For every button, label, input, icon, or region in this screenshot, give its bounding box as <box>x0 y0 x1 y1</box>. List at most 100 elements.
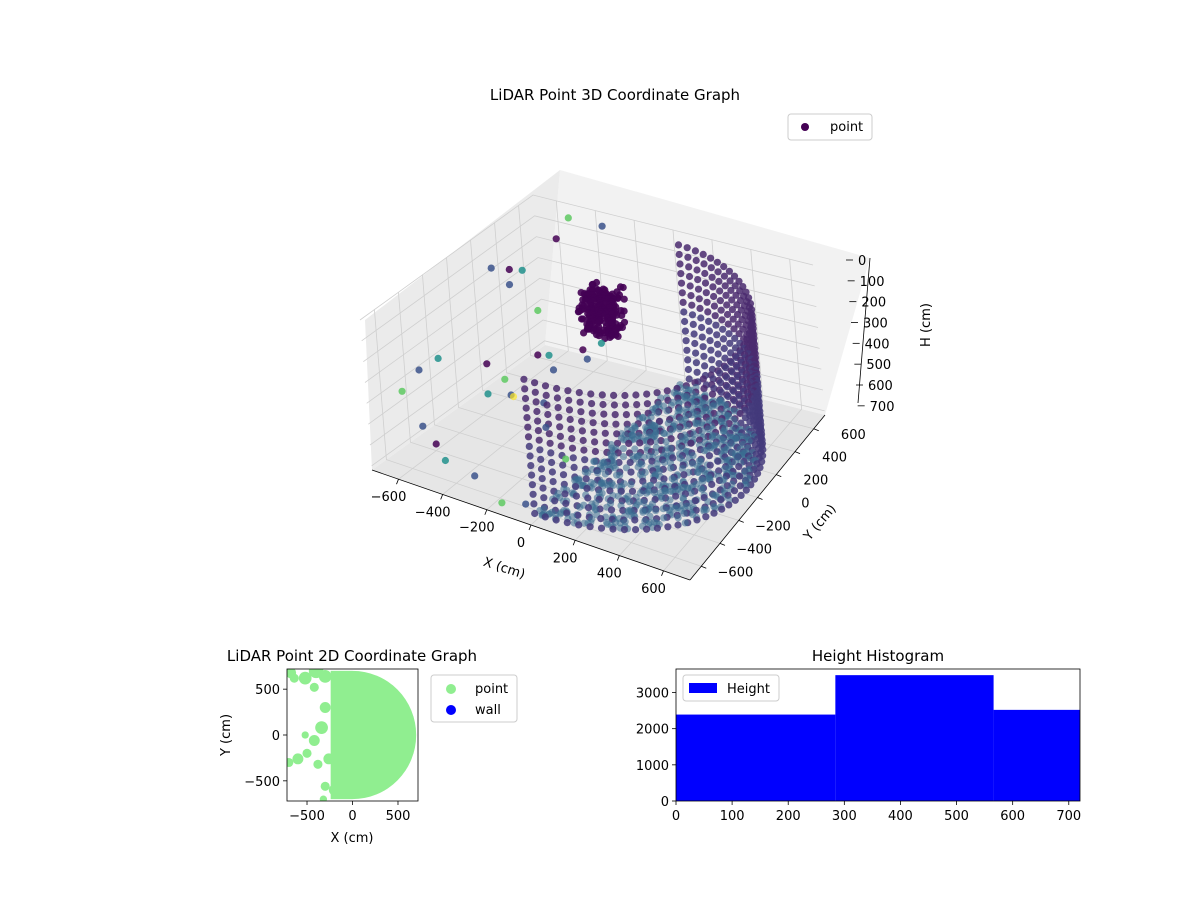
point-marker <box>611 411 619 419</box>
point-marker <box>726 277 734 285</box>
point-marker <box>505 265 513 274</box>
point-marker <box>434 354 442 362</box>
point-blob <box>323 753 335 765</box>
point-marker <box>662 438 670 446</box>
point-marker <box>539 484 547 492</box>
x-tick-label: −600 <box>371 490 407 505</box>
point-marker <box>563 509 571 517</box>
point-marker <box>692 349 700 357</box>
point-marker <box>607 506 616 514</box>
point-marker <box>715 467 723 475</box>
point-marker <box>708 390 717 398</box>
point-marker <box>532 398 540 406</box>
x-tick-label-histogram: 200 <box>776 809 801 824</box>
legend-2d-label-point: point <box>475 682 508 697</box>
point-marker <box>642 489 651 497</box>
x-tick-label-histogram: 700 <box>1056 809 1081 824</box>
point-marker <box>632 391 640 399</box>
legend-3d-box <box>787 113 873 141</box>
point-marker <box>536 446 544 454</box>
point-marker <box>719 325 727 333</box>
point-marker <box>742 486 750 494</box>
point-marker <box>545 351 553 359</box>
point-marker <box>576 398 584 406</box>
point-marker <box>675 425 683 433</box>
point-marker <box>707 254 715 262</box>
point-marker <box>636 439 644 447</box>
point-marker <box>685 263 693 271</box>
legend-histogram-swatch <box>689 683 717 693</box>
point-marker <box>530 500 538 508</box>
y-axis-label-2d: Y (cm) <box>219 714 234 757</box>
point-marker <box>625 439 633 447</box>
point-marker <box>528 481 537 489</box>
y-tick <box>776 474 782 477</box>
point-marker <box>714 268 722 276</box>
point-marker <box>693 368 701 376</box>
point-marker <box>599 400 607 409</box>
y-tick-label-histogram: 3000 <box>636 687 669 702</box>
point-marker <box>521 394 530 403</box>
point-marker <box>578 417 586 425</box>
point-marker <box>710 509 718 517</box>
point-marker <box>601 470 609 478</box>
point-marker <box>583 355 591 363</box>
point-marker <box>734 320 742 328</box>
point-marker <box>614 332 622 340</box>
point-marker <box>708 356 716 364</box>
point-marker <box>640 498 648 506</box>
legend-3d: point <box>787 113 873 141</box>
x-tick-label: 600 <box>641 582 666 597</box>
point-marker <box>548 468 557 476</box>
point-marker <box>583 484 591 492</box>
point-marker <box>568 435 576 443</box>
point-marker <box>546 439 554 447</box>
point-marker <box>612 420 620 428</box>
point-marker <box>521 385 529 393</box>
point-marker <box>538 475 546 483</box>
point-marker <box>708 273 716 281</box>
point-blob <box>292 753 304 765</box>
point-marker <box>710 384 718 393</box>
point-marker <box>677 279 686 287</box>
point-marker <box>723 373 731 381</box>
grid-line-x <box>398 200 569 480</box>
legend-2d-marker-wall <box>446 705 456 715</box>
point-marker <box>534 427 543 435</box>
point-marker <box>703 298 711 306</box>
point-marker <box>731 496 739 504</box>
point-marker <box>687 292 695 300</box>
y-tick <box>794 451 801 455</box>
point-marker <box>643 390 651 398</box>
point-marker <box>694 468 702 476</box>
point-marker <box>572 483 580 491</box>
point-marker <box>714 350 722 358</box>
point-marker <box>723 310 732 319</box>
point-marker <box>725 330 733 338</box>
grid-line-h <box>359 194 814 321</box>
x-axis-label-2d: X (cm) <box>331 831 374 846</box>
point-marker <box>627 480 635 488</box>
point-marker <box>564 387 572 395</box>
point-marker <box>505 281 514 289</box>
point-marker <box>564 214 572 222</box>
point-marker <box>578 315 586 323</box>
y-tick <box>813 428 819 432</box>
point-marker <box>724 320 732 328</box>
x-tick-label-histogram: 100 <box>720 809 745 824</box>
point-marker <box>551 497 559 505</box>
point-blob <box>298 671 312 685</box>
point-marker <box>700 385 708 393</box>
point-marker <box>716 379 725 387</box>
x-tick-label-2d: −500 <box>289 809 325 824</box>
point-marker <box>432 440 440 448</box>
point-blob <box>319 795 328 801</box>
point-marker <box>674 514 682 522</box>
point-blob <box>313 759 323 769</box>
y-tick <box>738 520 744 523</box>
point-marker <box>531 509 539 518</box>
point-marker <box>696 436 704 444</box>
point-marker <box>730 325 738 333</box>
point-marker <box>691 339 699 348</box>
point-marker <box>597 524 606 532</box>
